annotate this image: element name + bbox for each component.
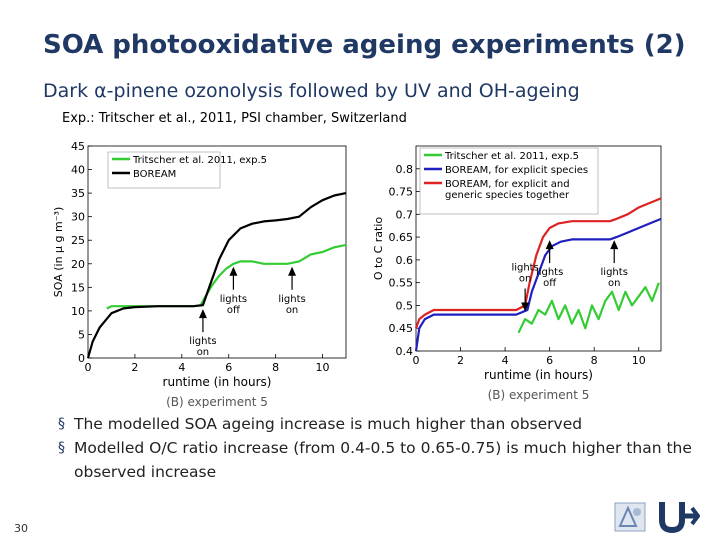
y-tick-label: 0.75 — [389, 186, 414, 199]
y-tick-label: 0 — [78, 352, 85, 365]
page-number: 30 — [14, 522, 28, 535]
x-tick-label: 0 — [413, 354, 420, 367]
reference-citation: Exp.: Tritscher et al., 2011, PSI chambe… — [62, 111, 407, 126]
y-tick-label: 5 — [78, 328, 85, 341]
legend-label-2: BOREAM — [133, 169, 176, 180]
bullet-item-2: Modelled O/C ratio increase (from 0.4-0.… — [58, 436, 698, 484]
x-axis-label: runtime (in hours) — [163, 375, 272, 389]
y-tick-label: 0.5 — [396, 299, 414, 312]
slide-title: SOA photooxidative ageing experiments (2… — [43, 30, 686, 60]
annotation-arrow-head — [610, 240, 619, 250]
y-tick-label: 0.45 — [389, 322, 414, 335]
x-tick-label: 8 — [272, 361, 279, 374]
annotation-label: off — [543, 278, 557, 289]
series-line-3 — [414, 197, 662, 329]
y-tick-label: 0.8 — [396, 163, 414, 176]
y-tick-label: 0.7 — [396, 208, 414, 221]
aeronomy-logo-icon — [614, 502, 646, 536]
annotation-label: lights — [536, 267, 563, 278]
series-line-2 — [414, 217, 662, 352]
y-axis-label: SOA (in µ g m⁻³) — [52, 207, 65, 297]
y-tick-label: 20 — [71, 258, 85, 271]
y-tick-label: 10 — [71, 305, 85, 318]
series-line-1 — [517, 282, 660, 334]
x-tick-label: 2 — [131, 361, 138, 374]
annotation-label: on — [519, 274, 531, 285]
chart-caption: (B) experiment 5 — [488, 388, 590, 402]
y-tick-label: 40 — [71, 164, 85, 177]
series-line-2 — [86, 192, 347, 359]
annotation-label: lights — [278, 294, 305, 305]
annotation-arrow-head — [521, 302, 530, 312]
chart-caption: (B) experiment 5 — [166, 395, 268, 408]
annotation-label: lights — [511, 263, 538, 274]
annotation-label: on — [286, 305, 298, 316]
legend-label-3: generic species together — [445, 190, 570, 201]
x-tick-label: 0 — [85, 361, 92, 374]
legend-box — [419, 147, 599, 215]
annotation-label: lights — [189, 336, 216, 347]
y-tick-label: 0.4 — [396, 345, 414, 358]
y-tick-label: 0.65 — [389, 231, 414, 244]
bullet-list: The modelled SOA ageing increase is much… — [58, 412, 698, 484]
belgian-science-policy-logo-icon — [656, 498, 701, 538]
annotation-label: lights — [220, 294, 247, 305]
annotation-label: on — [608, 278, 620, 289]
y-tick-label: 30 — [71, 211, 85, 224]
annotation-arrow-head — [545, 240, 554, 250]
x-tick-label: 8 — [591, 354, 598, 367]
x-tick-label: 2 — [457, 354, 464, 367]
legend-label-2: BOREAM, for explicit species — [445, 165, 588, 176]
y-tick-label: 35 — [71, 187, 85, 200]
y-tick-label: 45 — [71, 140, 85, 153]
x-tick-label: 10 — [632, 354, 646, 367]
x-tick-label: 6 — [225, 361, 232, 374]
y-axis-label: O to C ratio — [372, 217, 385, 281]
x-tick-label: 6 — [546, 354, 553, 367]
annotation-label: lights — [601, 267, 628, 278]
legend-label-3: BOREAM, for explicit and — [445, 179, 570, 190]
x-tick-label: 10 — [316, 361, 330, 374]
y-tick-label: 25 — [71, 234, 85, 247]
x-axis-label: runtime (in hours) — [484, 368, 593, 382]
oc-ratio-chart: 0.4 0.45 0.5 0.55 0.6 0.65 0.7 0.75 0.8 0 2 4 6 8 10 li… — [372, 145, 662, 402]
bullet-item-1: The modelled SOA ageing increase is much… — [58, 412, 698, 436]
y-tick-label: 0.55 — [389, 277, 414, 290]
legend-label-1: Tritscher et al. 2011, exp.5 — [444, 151, 579, 162]
legend-label-1: Tritscher et al. 2011, exp.5 — [132, 155, 267, 166]
annotation-label: off — [227, 305, 241, 316]
annotation-arrow-head — [198, 309, 207, 319]
x-tick-label: 4 — [178, 361, 185, 374]
slide-subtitle: Dark α-pinene ozonolysis followed by UV … — [43, 80, 580, 102]
annotation-arrow-head — [288, 266, 297, 276]
y-tick-label: 15 — [71, 281, 85, 294]
annotation-label: on — [197, 347, 209, 358]
x-tick-label: 4 — [502, 354, 509, 367]
y-tick-label: 0.6 — [396, 254, 414, 267]
annotation-arrow-head — [229, 266, 238, 276]
